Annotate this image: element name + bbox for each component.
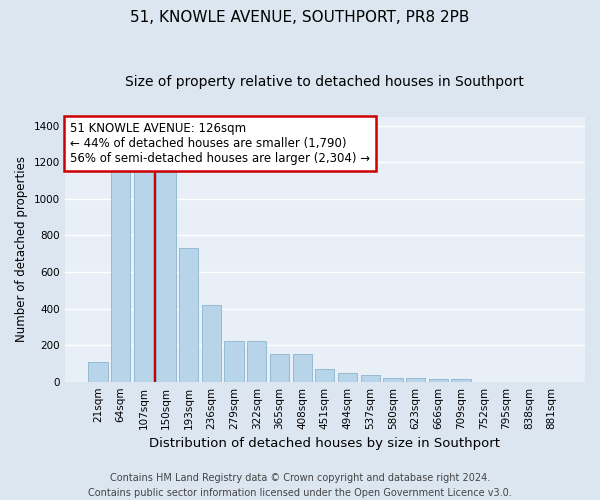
Bar (111, 170, 130, 382)
Bar (224, 342, 244, 382)
Bar (315, 369, 334, 382)
Bar (383, 378, 403, 382)
Bar (293, 354, 312, 382)
Bar (157, 172, 176, 382)
Bar (179, 248, 199, 382)
Bar (270, 354, 289, 382)
Bar (88, 362, 107, 382)
X-axis label: Distribution of detached houses by size in Southport: Distribution of detached houses by size … (149, 437, 500, 450)
Bar (247, 342, 266, 382)
Bar (202, 305, 221, 382)
Text: 51 KNOWLE AVENUE: 126sqm
← 44% of detached houses are smaller (1,790)
56% of sem: 51 KNOWLE AVENUE: 126sqm ← 44% of detach… (70, 122, 370, 165)
Bar (406, 378, 425, 382)
Y-axis label: Number of detached properties: Number of detached properties (15, 156, 28, 342)
Bar (451, 380, 470, 382)
Bar (338, 372, 357, 382)
Text: 51, KNOWLE AVENUE, SOUTHPORT, PR8 2PB: 51, KNOWLE AVENUE, SOUTHPORT, PR8 2PB (130, 10, 470, 25)
Bar (428, 380, 448, 382)
Text: Contains HM Land Registry data © Crown copyright and database right 2024.
Contai: Contains HM Land Registry data © Crown c… (88, 472, 512, 498)
Bar (134, 170, 153, 382)
Bar (361, 376, 380, 382)
Title: Size of property relative to detached houses in Southport: Size of property relative to detached ho… (125, 75, 524, 89)
